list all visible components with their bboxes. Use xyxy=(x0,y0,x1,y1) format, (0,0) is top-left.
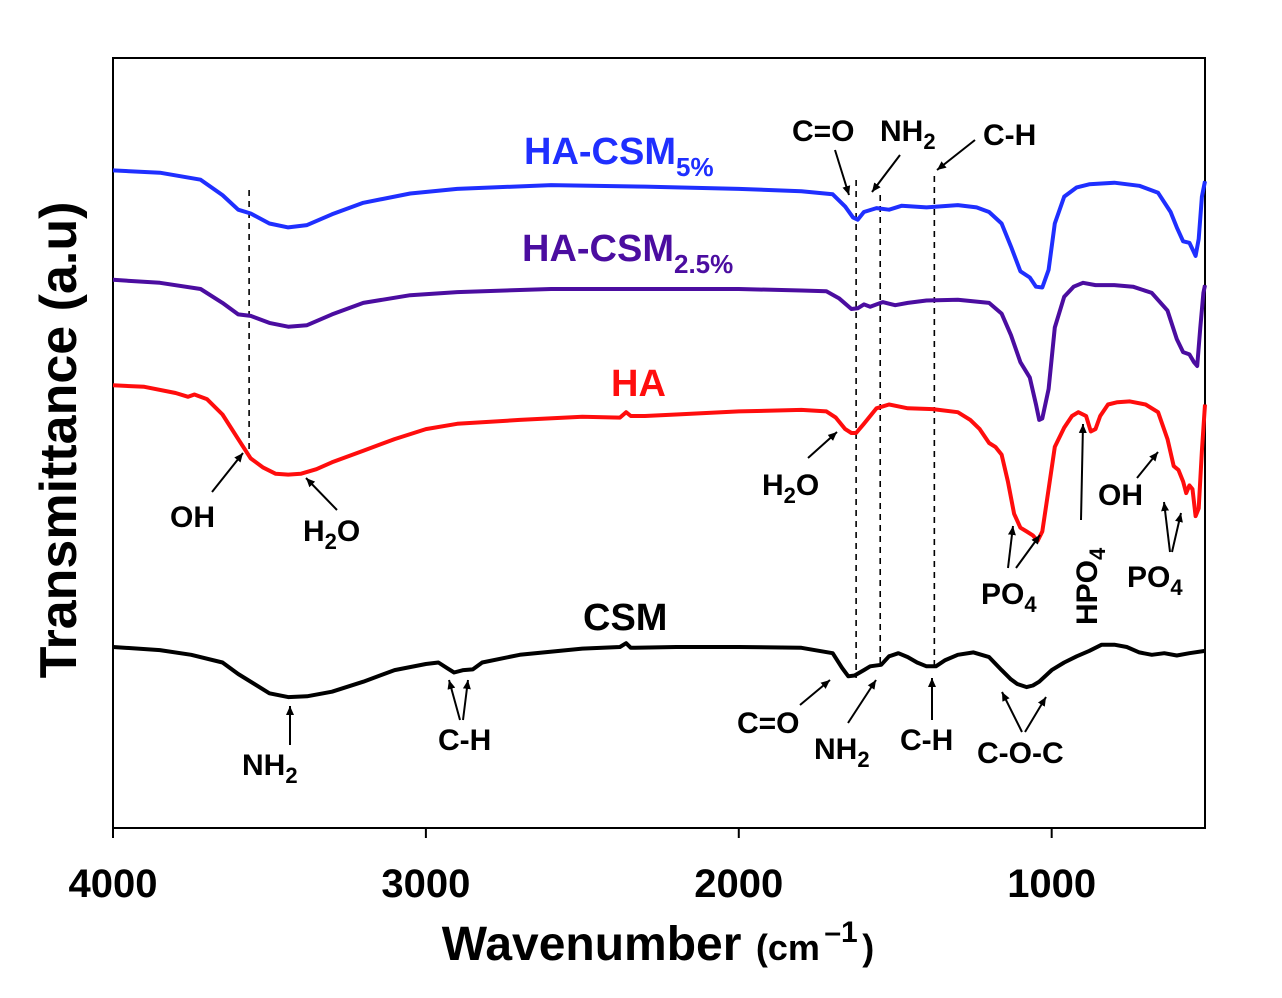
series-line-ha-csm5- xyxy=(112,168,1207,290)
x-tick-label-4000: 4000 xyxy=(69,862,158,906)
arrow-ch-top xyxy=(936,139,976,171)
arrow-ch-csm-a xyxy=(447,679,461,721)
annot-oh-right: OH xyxy=(1098,479,1143,512)
annot-h2o-left: H2O xyxy=(303,515,360,554)
arrow-nh2-top xyxy=(871,154,901,193)
arrow-nh2-mid-csm xyxy=(847,679,877,724)
series-layer xyxy=(112,168,1207,700)
arrow-h2o-mid xyxy=(807,431,838,459)
arrow-c-o-top xyxy=(834,149,851,196)
arrow-hpo4 xyxy=(1078,423,1087,521)
arrow-oh-left xyxy=(211,452,244,493)
annot-c-o-top: C=O xyxy=(792,115,855,148)
annot-nh2-csm: NH2 xyxy=(242,749,298,788)
arrow-po4-right-a xyxy=(1161,501,1171,553)
x-ticks: 4000 3000 2000 1000 xyxy=(69,828,1096,906)
arrow-oh-right xyxy=(1136,451,1159,479)
label-csm: CSM xyxy=(583,597,667,639)
x-axis-label-unit-open: (cm xyxy=(756,927,820,968)
annot-po4-right: PO4 xyxy=(1127,561,1183,600)
label-ha-csm5: HA-CSM5% xyxy=(524,131,714,182)
x-tick-label-2000: 2000 xyxy=(694,862,783,906)
arrow-coc-csm-b xyxy=(1024,696,1047,733)
annotations-ha: OH H2O H2O PO4 HPO4 OH PO4 xyxy=(170,423,1183,625)
arrow-coc-csm-a xyxy=(1001,691,1023,733)
x-tick-label-3000: 3000 xyxy=(381,862,470,906)
annotations-top: C=O NH2 C-H xyxy=(792,115,1036,196)
annot-hpo4: HPO4 xyxy=(1071,547,1110,625)
series-line-ha-csm2-5- xyxy=(112,277,1207,422)
annot-nh2-mid-csm: NH2 xyxy=(814,733,870,772)
arrow-c-o-csm xyxy=(799,679,831,706)
annot-h2o-mid: H2O xyxy=(762,469,819,508)
arrow-po4-left-b xyxy=(1015,534,1041,569)
annot-oh-left: OH xyxy=(170,501,215,534)
arrow-h2o-left xyxy=(305,477,338,511)
annot-c-o-csm: C=O xyxy=(737,707,800,740)
x-axis-label-main: Wavenumber xyxy=(442,918,742,971)
arrow-ch-csm-b xyxy=(462,679,471,721)
dashed-guide-lines xyxy=(248,176,936,678)
x-axis-label: Wavenumber (cm –1 ) xyxy=(442,916,874,971)
y-axis-label: Transmittance (a.u) xyxy=(30,202,88,679)
arrow-po4-right-b xyxy=(1171,512,1183,553)
annot-ch-top: C-H xyxy=(983,119,1036,152)
plot-frame xyxy=(112,57,1206,829)
series-line-csm xyxy=(112,641,1206,700)
label-ha: HA xyxy=(611,363,666,405)
annot-ch-right-csm: C-H xyxy=(900,724,953,757)
arrow-po4-left-a xyxy=(1007,525,1016,569)
annot-po4-left: PO4 xyxy=(981,578,1037,617)
annot-nh2-top: NH2 xyxy=(880,115,936,154)
annot-ch-left-csm: C-H xyxy=(438,724,491,757)
label-ha-csm2-5: HA-CSM2.5% xyxy=(522,228,733,279)
x-axis-label-unit-close: ) xyxy=(862,927,874,968)
annotations-csm: NH2 C-H C=O NH2 C-H C-O-C xyxy=(242,678,1064,788)
series-line-ha xyxy=(112,383,1207,543)
x-tick-label-1000: 1000 xyxy=(1007,862,1096,906)
x-axis-label-unit-exp: –1 xyxy=(824,916,857,949)
annot-coc-csm: C-O-C xyxy=(977,737,1064,770)
